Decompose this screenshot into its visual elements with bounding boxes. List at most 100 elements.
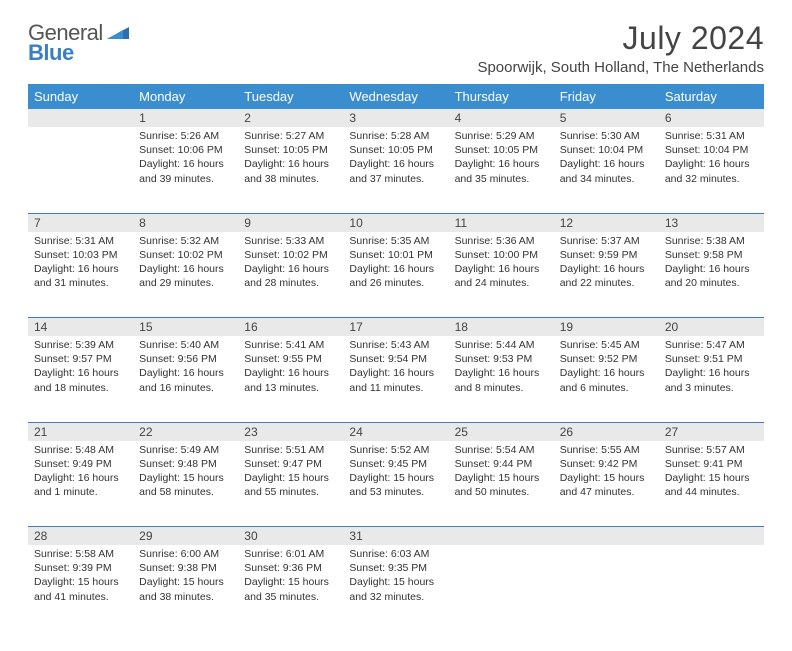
daylight-line: Daylight: 15 hours and 38 minutes. [139,575,232,603]
day-cell: Sunrise: 5:58 AMSunset: 9:39 PMDaylight:… [28,545,133,631]
day-number: 4 [449,109,554,127]
sunrise-line: Sunrise: 5:31 AM [34,234,127,248]
sunrise-line: Sunrise: 5:30 AM [560,129,653,143]
day-number: 28 [28,527,133,546]
location-text: Spoorwijk, South Holland, The Netherland… [477,59,764,76]
day-cell: Sunrise: 5:26 AMSunset: 10:06 PMDaylight… [133,127,238,213]
day-cell [659,545,764,631]
sunrise-line: Sunrise: 5:49 AM [139,443,232,457]
logo-triangle-icon [107,23,129,44]
daylight-line: Daylight: 16 hours and 6 minutes. [560,366,653,394]
day-number [659,527,764,546]
day-cell: Sunrise: 5:32 AMSunset: 10:02 PMDaylight… [133,232,238,318]
sunset-line: Sunset: 9:44 PM [455,457,548,471]
day-number: 19 [554,318,659,337]
sunrise-line: Sunrise: 5:48 AM [34,443,127,457]
sunset-line: Sunset: 9:35 PM [349,561,442,575]
sunset-line: Sunset: 10:05 PM [455,143,548,157]
day-cell: Sunrise: 5:47 AMSunset: 9:51 PMDaylight:… [659,336,764,422]
sunset-line: Sunset: 9:49 PM [34,457,127,471]
daynum-row: 28293031 [28,527,764,546]
day-number: 23 [238,422,343,441]
day-number: 26 [554,422,659,441]
dow-tuesday: Tuesday [238,84,343,109]
sunset-line: Sunset: 9:55 PM [244,352,337,366]
day-number: 12 [554,213,659,232]
daylight-line: Daylight: 16 hours and 37 minutes. [349,157,442,185]
brand-part2: Blue [28,40,74,65]
sunrise-line: Sunrise: 5:45 AM [560,338,653,352]
day-cell: Sunrise: 5:28 AMSunset: 10:05 PMDaylight… [343,127,448,213]
sunset-line: Sunset: 9:38 PM [139,561,232,575]
sunset-line: Sunset: 9:39 PM [34,561,127,575]
sunset-line: Sunset: 9:59 PM [560,248,653,262]
sunset-line: Sunset: 9:54 PM [349,352,442,366]
sunrise-line: Sunrise: 5:39 AM [34,338,127,352]
day-cell: Sunrise: 5:35 AMSunset: 10:01 PMDaylight… [343,232,448,318]
sunset-line: Sunset: 10:02 PM [139,248,232,262]
sunset-line: Sunset: 10:00 PM [455,248,548,262]
daylight-line: Daylight: 15 hours and 35 minutes. [244,575,337,603]
sunrise-line: Sunrise: 5:26 AM [139,129,232,143]
day-cell: Sunrise: 5:30 AMSunset: 10:04 PMDaylight… [554,127,659,213]
day-number: 30 [238,527,343,546]
day-number: 7 [28,213,133,232]
day-number: 29 [133,527,238,546]
day-number: 5 [554,109,659,127]
day-cell: Sunrise: 5:41 AMSunset: 9:55 PMDaylight:… [238,336,343,422]
sunset-line: Sunset: 10:04 PM [665,143,758,157]
day-cell: Sunrise: 6:00 AMSunset: 9:38 PMDaylight:… [133,545,238,631]
week-row: Sunrise: 5:26 AMSunset: 10:06 PMDaylight… [28,127,764,213]
day-number: 8 [133,213,238,232]
day-number: 1 [133,109,238,127]
daylight-line: Daylight: 16 hours and 38 minutes. [244,157,337,185]
day-number [449,527,554,546]
sunset-line: Sunset: 9:47 PM [244,457,337,471]
day-cell: Sunrise: 5:43 AMSunset: 9:54 PMDaylight:… [343,336,448,422]
day-number: 6 [659,109,764,127]
calendar-table: Sunday Monday Tuesday Wednesday Thursday… [28,84,764,631]
daylight-line: Daylight: 15 hours and 41 minutes. [34,575,127,603]
sunrise-line: Sunrise: 5:33 AM [244,234,337,248]
daylight-line: Daylight: 16 hours and 26 minutes. [349,262,442,290]
daylight-line: Daylight: 16 hours and 24 minutes. [455,262,548,290]
daylight-line: Daylight: 16 hours and 3 minutes. [665,366,758,394]
sunrise-line: Sunrise: 5:52 AM [349,443,442,457]
daylight-line: Daylight: 16 hours and 28 minutes. [244,262,337,290]
sunrise-line: Sunrise: 5:36 AM [455,234,548,248]
day-cell: Sunrise: 5:51 AMSunset: 9:47 PMDaylight:… [238,441,343,527]
daylight-line: Daylight: 16 hours and 13 minutes. [244,366,337,394]
dow-wednesday: Wednesday [343,84,448,109]
daylight-line: Daylight: 15 hours and 58 minutes. [139,471,232,499]
sunrise-line: Sunrise: 5:35 AM [349,234,442,248]
day-cell: Sunrise: 6:01 AMSunset: 9:36 PMDaylight:… [238,545,343,631]
day-cell: Sunrise: 5:31 AMSunset: 10:03 PMDaylight… [28,232,133,318]
sunset-line: Sunset: 10:02 PM [244,248,337,262]
sunset-line: Sunset: 10:05 PM [349,143,442,157]
day-number: 17 [343,318,448,337]
sunset-line: Sunset: 10:01 PM [349,248,442,262]
daylight-line: Daylight: 16 hours and 22 minutes. [560,262,653,290]
week-row: Sunrise: 5:48 AMSunset: 9:49 PM Daylight:… [28,441,764,527]
daylight-line: Daylight: 16 hours and 31 minutes. [34,262,127,290]
day-number: 11 [449,213,554,232]
sunrise-line: Sunrise: 5:29 AM [455,129,548,143]
sunset-line: Sunset: 9:52 PM [560,352,653,366]
day-cell: Sunrise: 5:39 AMSunset: 9:57 PMDaylight:… [28,336,133,422]
daylight-line: Daylight: 15 hours and 32 minutes. [349,575,442,603]
sunrise-line: Sunrise: 5:44 AM [455,338,548,352]
day-cell: Sunrise: 5:31 AMSunset: 10:04 PMDaylight… [659,127,764,213]
daynum-row: 21222324252627 [28,422,764,441]
day-number: 14 [28,318,133,337]
week-row: Sunrise: 5:58 AMSunset: 9:39 PMDaylight:… [28,545,764,631]
day-cell: Sunrise: 5:45 AMSunset: 9:52 PMDaylight:… [554,336,659,422]
dow-friday: Friday [554,84,659,109]
day-cell: Sunrise: 5:57 AMSunset: 9:41 PMDaylight:… [659,441,764,527]
week-row: Sunrise: 5:31 AMSunset: 10:03 PMDaylight… [28,232,764,318]
day-number [554,527,659,546]
daynum-row: 78910111213 [28,213,764,232]
daylight-line: Daylight: 15 hours and 44 minutes. [665,471,758,499]
dow-monday: Monday [133,84,238,109]
sunrise-line: Sunrise: 5:47 AM [665,338,758,352]
day-number: 10 [343,213,448,232]
